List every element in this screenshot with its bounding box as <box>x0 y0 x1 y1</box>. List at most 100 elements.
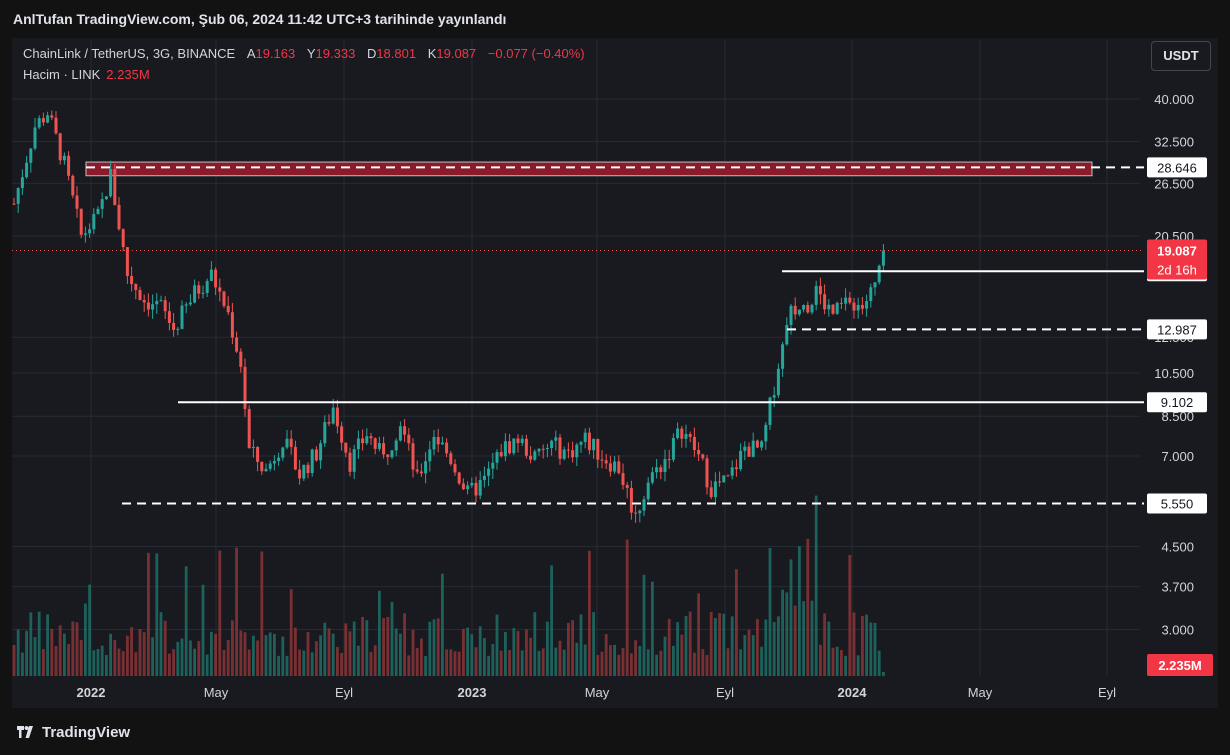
candle-body <box>138 289 142 301</box>
candle-body <box>655 467 659 473</box>
volume-bar <box>184 566 188 676</box>
candle-body <box>718 481 722 483</box>
candle-body <box>520 438 524 444</box>
candle-body <box>230 312 234 338</box>
volume-label[interactable]: Hacim · LINK <box>23 67 101 82</box>
volume-bar <box>100 645 104 676</box>
price-tick-label: 7.000 <box>1161 449 1194 464</box>
candle-body <box>226 305 230 313</box>
volume-bar <box>222 649 226 676</box>
candle-body <box>734 467 738 470</box>
volume-bar <box>340 652 343 676</box>
volume-bar <box>382 618 385 676</box>
volume-bar <box>21 652 24 676</box>
candle-body <box>310 449 314 474</box>
volume-bar <box>126 635 129 676</box>
candle-body <box>869 287 873 302</box>
candle-body <box>419 471 423 474</box>
candle-body <box>71 175 75 196</box>
candle-body <box>142 300 146 303</box>
volume-bar <box>466 627 469 676</box>
price-tick-label: 3.000 <box>1161 623 1194 638</box>
candle-body <box>403 426 407 435</box>
candle-body <box>41 118 45 123</box>
candle-body <box>596 438 600 460</box>
volume-bar <box>655 654 658 676</box>
currency-button[interactable]: USDT <box>1151 41 1211 71</box>
candle-body <box>29 148 33 163</box>
candle-body <box>365 436 369 444</box>
volume-bar <box>861 616 864 676</box>
candle-body <box>550 440 554 448</box>
volume-bar <box>709 611 713 676</box>
volume-bar <box>58 625 62 676</box>
volume-bar <box>814 495 818 676</box>
level-label: 28.646 <box>1147 157 1207 178</box>
volume-bar <box>604 634 608 676</box>
candle-body <box>466 485 470 490</box>
candle-body <box>730 467 734 476</box>
price-tick-label: 26.500 <box>1154 176 1194 191</box>
volume-bar <box>294 627 297 676</box>
candle-body <box>793 305 797 315</box>
volume-bar <box>735 569 738 676</box>
candle-body <box>692 436 696 450</box>
time-tick-label: 2023 <box>458 685 487 700</box>
candle-body <box>235 337 239 352</box>
candle-body <box>823 294 827 310</box>
volume-bar <box>525 629 528 676</box>
candle-body <box>835 302 839 314</box>
volume-bar <box>726 648 730 676</box>
candle-body <box>722 475 726 483</box>
candle-body <box>608 463 612 472</box>
candle-body <box>512 438 516 454</box>
volume-bar <box>79 639 83 676</box>
volume-bar <box>109 633 112 676</box>
candle-body <box>222 291 226 306</box>
volume-bar <box>147 552 150 676</box>
volume-bar <box>840 650 843 676</box>
volume-bar <box>268 632 272 676</box>
symbol-name[interactable]: ChainLink / TetherUS, 3G, BINANCE <box>23 46 236 61</box>
volume-bar <box>697 593 700 676</box>
volume-bar <box>529 637 532 676</box>
candle-body <box>470 482 474 486</box>
candle-body <box>545 447 549 449</box>
candle-body <box>407 434 411 444</box>
candle-body <box>159 300 163 302</box>
candle-body <box>592 438 596 451</box>
volume-bar <box>583 644 587 676</box>
candle-body <box>260 461 264 472</box>
open-value: 19.163 <box>255 46 296 61</box>
candle-body <box>415 469 419 472</box>
candle-body <box>629 487 633 513</box>
volume-bar <box>865 614 868 676</box>
candle-body <box>33 127 37 149</box>
candle-body <box>621 473 625 485</box>
volume-value-text: 2.235M <box>1158 658 1201 673</box>
candle-body <box>54 117 58 134</box>
candle-body <box>193 285 197 303</box>
candle-body <box>634 512 638 514</box>
high-value: 19.333 <box>315 46 356 61</box>
volume-bar <box>201 584 205 676</box>
candle-body <box>453 464 457 473</box>
volume-bar <box>361 616 364 676</box>
volume-bar <box>520 650 524 676</box>
volume-bar <box>512 628 516 676</box>
volume-bar <box>730 616 734 676</box>
tradingview-logo-icon <box>17 726 33 738</box>
volume-bar <box>869 622 873 676</box>
volume-bar <box>189 640 192 676</box>
candle-body <box>100 199 104 209</box>
volume-bar <box>499 650 503 676</box>
candle-body <box>482 475 486 480</box>
candle-body <box>663 459 667 472</box>
candle-body <box>37 118 41 128</box>
candle-body <box>701 454 705 459</box>
candle-body <box>650 472 654 483</box>
volume-bar <box>214 633 217 676</box>
volume-bar <box>764 619 768 676</box>
candle-body <box>130 276 134 285</box>
